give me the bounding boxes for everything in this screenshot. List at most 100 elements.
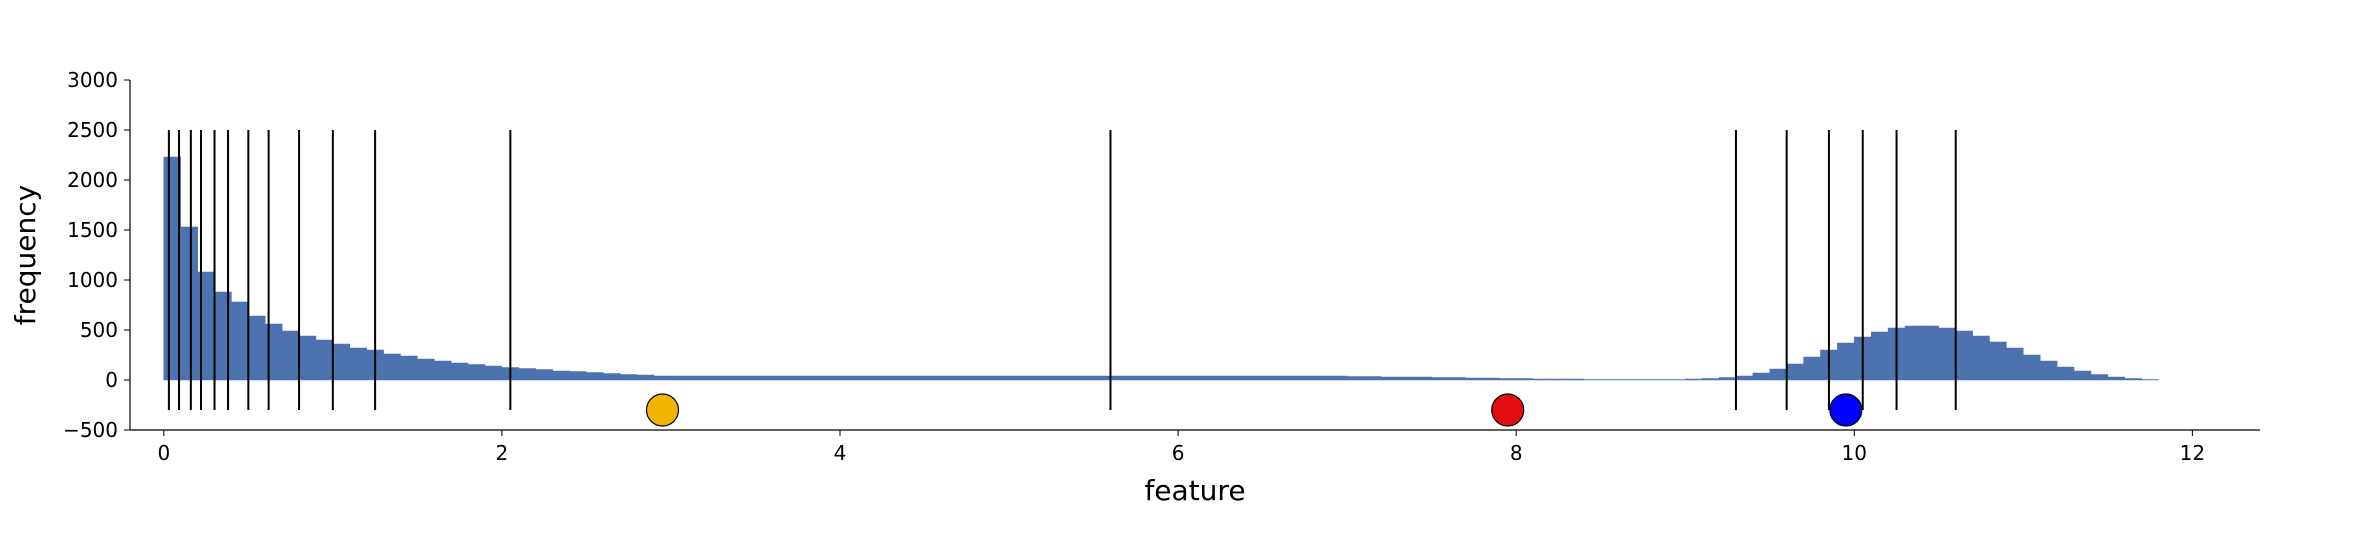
hist-bar <box>248 316 265 380</box>
hist-bar <box>857 376 874 380</box>
y-tick-label: 2000 <box>67 168 118 192</box>
hist-bar <box>2006 348 2023 380</box>
hist-bar <box>553 371 570 380</box>
hist-bar <box>1905 326 1922 380</box>
hist-bar <box>1567 379 1584 380</box>
hist-bar <box>925 376 942 380</box>
hist-bar <box>1110 376 1127 380</box>
hist-bar <box>434 361 451 380</box>
y-tick-label: 3000 <box>67 68 118 92</box>
hist-bar <box>1043 376 1060 380</box>
hist-bar <box>1364 377 1381 381</box>
x-tick-label: 6 <box>1172 441 1185 465</box>
hist-bar <box>1296 376 1313 380</box>
hist-bar <box>1601 380 1618 381</box>
marker-dot-0 <box>647 394 679 426</box>
hist-bar <box>620 375 637 381</box>
hist-bar <box>722 376 739 380</box>
hist-bar <box>400 356 417 380</box>
y-tick-label: 1000 <box>67 268 118 292</box>
hist-bar <box>1482 378 1499 380</box>
x-tick-label: 2 <box>496 441 509 465</box>
hist-bar <box>705 376 722 380</box>
hist-bar <box>2142 380 2159 381</box>
hist-bar <box>1651 380 1668 381</box>
hist-bar <box>603 374 620 381</box>
hist-bar <box>1381 377 1398 380</box>
hist-bar <box>231 302 248 380</box>
marker-dot-2 <box>1830 394 1862 426</box>
hist-bar <box>1550 379 1567 380</box>
hist-bar <box>739 376 756 380</box>
hist-bar <box>468 365 485 381</box>
hist-bar <box>1956 331 1973 380</box>
y-axis-label: frequency <box>9 185 42 325</box>
hist-bar <box>1533 379 1550 380</box>
hist-bar <box>1973 336 1990 380</box>
hist-bar <box>1178 376 1195 380</box>
hist-bar <box>1516 379 1533 381</box>
hist-bar <box>1077 376 1094 380</box>
x-tick-label: 8 <box>1510 441 1523 465</box>
hist-bar <box>181 227 198 380</box>
hist-bar <box>941 376 958 380</box>
hist-bar <box>1939 328 1956 380</box>
hist-bar <box>1618 380 1635 381</box>
hist-bar <box>1415 377 1432 380</box>
hist-bar <box>2125 379 2142 381</box>
hist-bar <box>536 370 553 381</box>
hist-bar <box>1922 326 1939 380</box>
hist-bar <box>1770 369 1787 380</box>
hist-bar <box>1229 376 1246 380</box>
hist-bar <box>1668 380 1685 381</box>
hist-bar <box>570 372 587 381</box>
hist-bar <box>874 376 891 380</box>
hist-bar <box>1702 379 1719 381</box>
hist-bar <box>1263 376 1280 380</box>
hist-bar <box>282 331 299 380</box>
hist-bar <box>1499 379 1516 381</box>
hist-bar <box>1990 342 2007 380</box>
hist-bar <box>417 359 434 380</box>
hist-bar <box>688 376 705 380</box>
hist-bar <box>1347 377 1364 381</box>
hist-bar <box>519 369 536 381</box>
hist-bar <box>637 375 654 380</box>
x-tick-label: 0 <box>157 441 170 465</box>
hist-bar <box>485 366 502 380</box>
hist-bar <box>1144 376 1161 380</box>
hist-bar <box>1635 380 1652 381</box>
hist-bar <box>1330 376 1347 380</box>
hist-bar <box>671 376 688 380</box>
hist-bar <box>316 340 333 380</box>
hist-bar <box>586 373 603 381</box>
hist-bar <box>1060 376 1077 380</box>
hist-bar <box>1465 378 1482 380</box>
x-axis-label: feature <box>1144 474 1245 507</box>
hist-bar <box>1871 332 1888 380</box>
hist-bar <box>1719 378 1736 381</box>
hist-bar <box>1195 376 1212 380</box>
histogram-chart: 024681012−500050010001500200025003000fea… <box>0 0 2353 541</box>
chart-svg: 024681012−500050010001500200025003000fea… <box>0 0 2353 541</box>
y-tick-label: 500 <box>80 318 118 342</box>
hist-bar <box>333 344 350 380</box>
hist-bar <box>823 376 840 380</box>
hist-bar <box>1804 357 1821 380</box>
hist-bar <box>1161 376 1178 380</box>
hist-bar <box>1398 377 1415 380</box>
hist-bar <box>992 376 1009 380</box>
hist-bar <box>975 376 992 380</box>
y-tick-label: 0 <box>105 368 118 392</box>
hist-bar <box>1736 376 1753 380</box>
hist-bar <box>1212 376 1229 380</box>
hist-bar <box>1127 376 1144 380</box>
y-tick-label: −500 <box>63 418 118 442</box>
hist-bar <box>840 376 857 380</box>
hist-bar <box>1685 379 1702 380</box>
hist-bar <box>1753 373 1770 380</box>
hist-bar <box>384 354 401 380</box>
hist-bar <box>1313 376 1330 380</box>
hist-bar <box>772 376 789 380</box>
hist-bar <box>908 376 925 380</box>
